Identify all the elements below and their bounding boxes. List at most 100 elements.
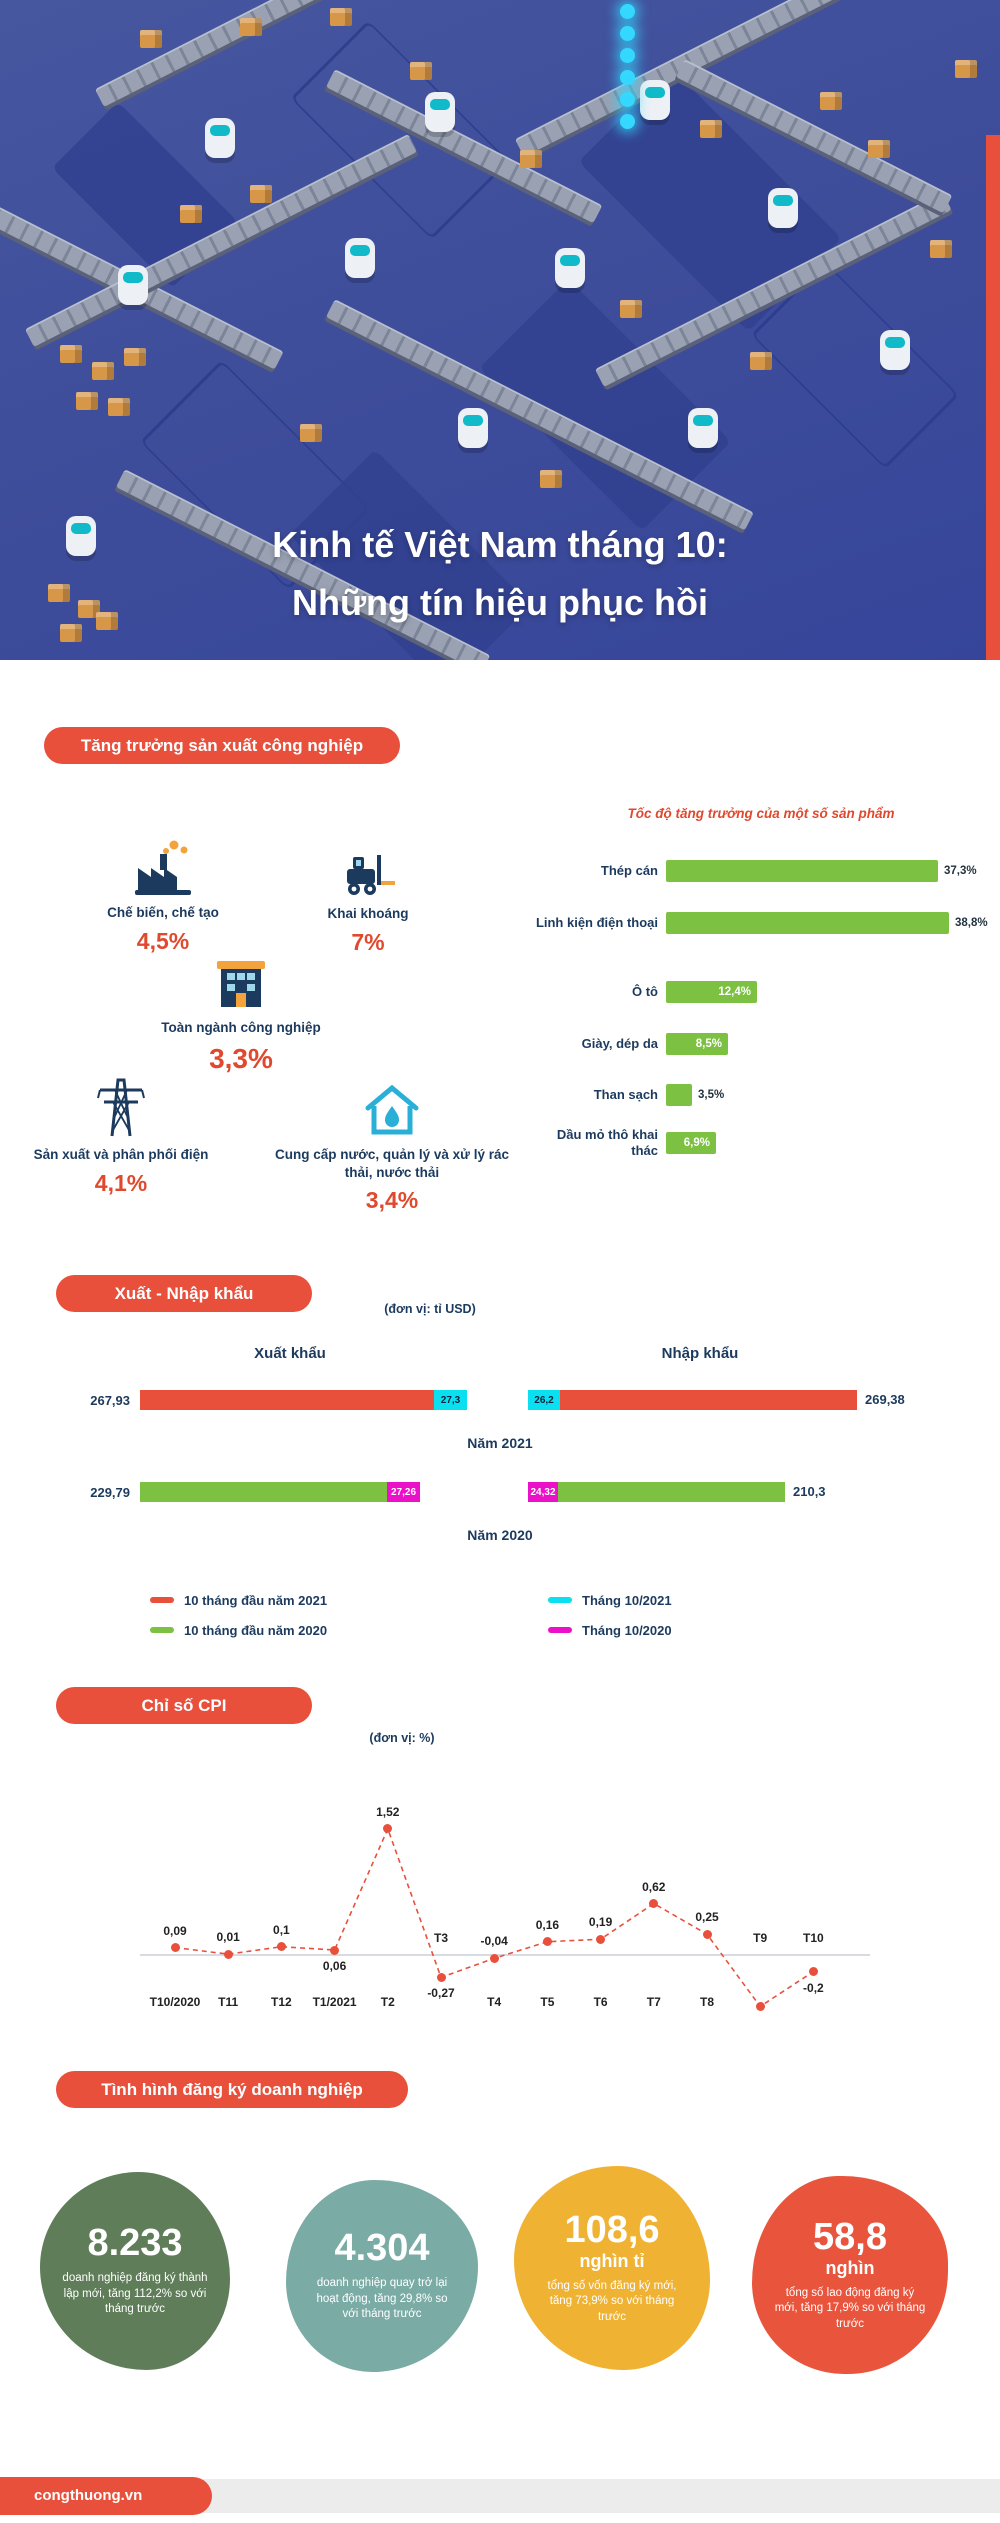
industry-item-label: Cung cấp nước, quản lý và xử lý rác thải… xyxy=(275,1147,509,1180)
glow-light xyxy=(620,26,635,41)
cargo-box xyxy=(868,140,890,158)
stat-value: 4.304 xyxy=(334,2227,430,2270)
cpi-x-label: T12 xyxy=(271,1995,292,2009)
import-bar: 26,2 269,38 xyxy=(528,1390,905,1410)
industry-item-value: 3,4% xyxy=(365,1187,419,1214)
cpi-point xyxy=(436,1972,446,1982)
cpi-value-label: 0,1 xyxy=(273,1922,290,1937)
cpi-x-label: T11 xyxy=(218,1995,239,2009)
industry-item-label: Khai khoáng xyxy=(327,906,409,921)
stat-description: tổng số lao động đăng ký mới, tăng 17,9%… xyxy=(774,2286,926,2330)
section-heading-trade: Xuất - Nhập khẩu xyxy=(56,1275,312,1312)
cpi-x-label: T4 xyxy=(487,1995,502,2009)
stat-blob-new-enterprises: 8.233 doanh nghiệp đăng ký thành lập mới… xyxy=(40,2172,230,2370)
cargo-box xyxy=(60,624,82,642)
cpi-point xyxy=(808,1967,818,1977)
section-heading-cpi: Chỉ số CPI xyxy=(56,1687,312,1724)
robot xyxy=(880,330,910,370)
legend-dash xyxy=(548,1597,572,1603)
legend-label: 10 tháng đầu năm 2020 xyxy=(184,1622,328,1638)
industry-item-value: 4,5% xyxy=(136,927,190,954)
cpi-point xyxy=(489,1953,499,1963)
page-title-line2: Những tín hiệu phục hồi xyxy=(291,581,708,623)
cargo-box xyxy=(750,352,772,370)
cargo-box xyxy=(955,60,977,78)
cargo-box xyxy=(124,348,146,366)
section-heading-industry: Tăng trưởng sản xuất công nghiệp xyxy=(44,727,400,764)
bar-row: Than sạch 3,5% xyxy=(530,1080,992,1110)
robot xyxy=(768,188,798,228)
cpi-value-label: 0,09 xyxy=(163,1923,187,1938)
cpi-plot: 0,09 T10/2020 0,01 T11 0,1 T12 0,06 T1/2021 1,52… xyxy=(0,1790,1000,2040)
cpi-point xyxy=(330,1945,340,1955)
cargo-box xyxy=(820,92,842,110)
import-10months-segment xyxy=(558,1482,785,1502)
cpi-x-label: T5 xyxy=(540,1995,555,2009)
export-total-label: 229,79 xyxy=(90,1485,130,1500)
bar-row: Ô tô 12,4% xyxy=(530,977,992,1007)
bar-category-label: Giày, dép da xyxy=(581,1036,658,1052)
export-month-segment: 27,3 xyxy=(434,1390,467,1410)
bar-value-label: 37,3% xyxy=(944,865,977,877)
import-total-label: 269,38 xyxy=(865,1392,905,1407)
cpi-x-label: T6 xyxy=(593,1995,608,2009)
bar: 37,3% xyxy=(666,860,977,882)
stat-unit: nghìn tỉ xyxy=(579,2250,645,2271)
industry-item-value: 4,1% xyxy=(94,1169,148,1196)
robot xyxy=(458,408,488,448)
cpi-axis-line xyxy=(140,1954,870,1956)
year-label-2021: Năm 2021 xyxy=(467,1435,533,1451)
bar-row: Thép cán 37,3% xyxy=(530,856,992,886)
robot xyxy=(555,248,585,288)
cpi-value-label: 0,25 xyxy=(695,1910,719,1925)
decorative-red-strip xyxy=(986,135,1000,660)
bar-category-label: Than sạch xyxy=(593,1087,658,1103)
trade-unit-note: (đơn vị: tỉ USD) xyxy=(384,1302,476,1316)
cpi-value-label: 1,52 xyxy=(376,1804,400,1819)
cpi-point xyxy=(649,1899,659,1909)
hero-illustration: Kinh tế Việt Nam tháng 10: Những tín hiệ… xyxy=(0,0,1000,660)
robot xyxy=(345,238,375,278)
cpi-point xyxy=(383,1824,393,1834)
cargo-box xyxy=(60,345,82,363)
cargo-box xyxy=(700,120,722,138)
cargo-box xyxy=(140,30,162,48)
glow-light xyxy=(620,48,635,63)
product-growth-chart: Tốc độ tăng trưởng của một số sản phẩm T… xyxy=(530,800,992,1180)
robot xyxy=(640,80,670,120)
bar-value-label: 6,9% xyxy=(683,1137,710,1149)
industry-item-label: Sản xuất và phân phối điện xyxy=(33,1147,209,1162)
stat-blob-returning-enterprises: 4.304 doanh nghiệp quay trở lại hoạt độn… xyxy=(286,2180,478,2372)
trade-row-2021: 267,93 27,3 26,2 269,38 xyxy=(0,1390,1000,1410)
legend-item: Tháng 10/2020 xyxy=(548,1622,672,1638)
cargo-box xyxy=(78,600,100,618)
cpi-x-label: T7 xyxy=(646,1995,661,2009)
stat-blob-registered-labor: 58,8 nghìn tổng số lao động đăng ký mới,… xyxy=(752,2176,948,2374)
industry-item-label: Toàn ngành công nghiệp xyxy=(161,1020,321,1035)
bar-value-label: 3,5% xyxy=(698,1089,725,1101)
cpi-value-label: -0,04 xyxy=(480,1934,508,1949)
bar: 6,9% xyxy=(666,1132,716,1154)
cpi-x-label: T1/2021 xyxy=(312,1995,357,2009)
cargo-box xyxy=(620,300,642,318)
section-heading-business: Tình hình đăng ký doanh nghiệp xyxy=(56,2071,408,2108)
bar: 12,4% xyxy=(666,981,757,1003)
cpi-unit-note: (đơn vị: %) xyxy=(369,1731,435,1745)
bar-row: Dầu mỏ thô khai thác 6,9% xyxy=(530,1127,992,1158)
stat-description: doanh nghiệp đăng ký thành lập mới, tăng… xyxy=(62,2272,208,2316)
water-supply-icon xyxy=(272,1078,512,1138)
glow-light xyxy=(620,4,635,19)
cpi-value-label: 0,19 xyxy=(588,1915,613,1930)
robot xyxy=(66,516,96,556)
bar-value-label: 38,8% xyxy=(955,917,988,929)
glow-light xyxy=(620,70,635,85)
cpi-x-label: T2 xyxy=(380,1995,395,2009)
import-bar: 24,32 210,3 xyxy=(528,1482,826,1502)
cpi-point xyxy=(596,1934,606,1944)
stat-value: 108,6 xyxy=(564,2208,660,2251)
stat-value: 8.233 xyxy=(87,2222,183,2265)
bar-row: Linh kiện điện thoại 38,8% xyxy=(530,908,992,938)
cpi-point xyxy=(223,1949,233,1959)
robot xyxy=(205,118,235,158)
industry-item: Sản xuất và phân phối điện 4,1% xyxy=(11,1072,231,1197)
